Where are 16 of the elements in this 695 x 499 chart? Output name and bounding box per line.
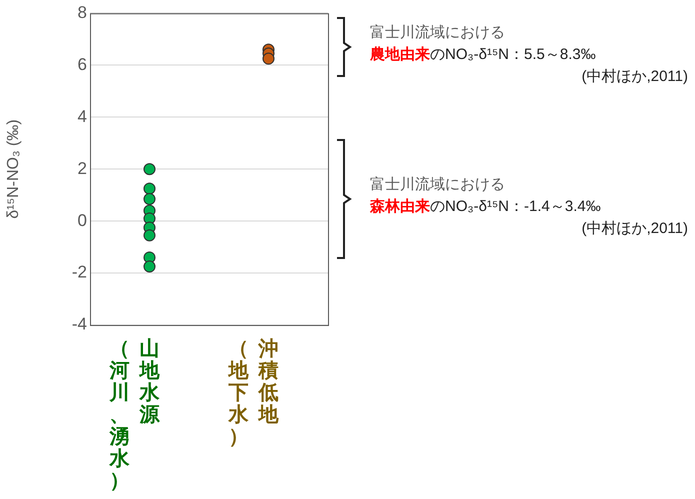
- y-axis-title: δ¹⁵N-NO₃ (‰): [5, 119, 22, 219]
- text: 森林由来: [370, 198, 430, 215]
- y-tick-label: 0: [78, 210, 87, 230]
- text: 農地由来: [370, 46, 430, 63]
- category-label: 沖積低地（地下水）: [228, 336, 278, 448]
- text: (中村ほか,2011): [580, 67, 688, 87]
- text: (中村ほか,2011): [580, 219, 688, 239]
- y-tick-label: -4: [72, 314, 87, 334]
- y-tick-label: 2: [78, 158, 87, 178]
- y-tick-label: 8: [78, 2, 87, 22]
- y-tick-label: 6: [78, 54, 87, 74]
- y-tick-label: 4: [78, 106, 87, 126]
- y-tick-label: -2: [72, 262, 87, 282]
- text: 富士川流域における: [370, 23, 506, 43]
- category-label: 山地水源（河川、湧水）: [110, 336, 160, 492]
- text: 富士川流域における: [370, 175, 506, 195]
